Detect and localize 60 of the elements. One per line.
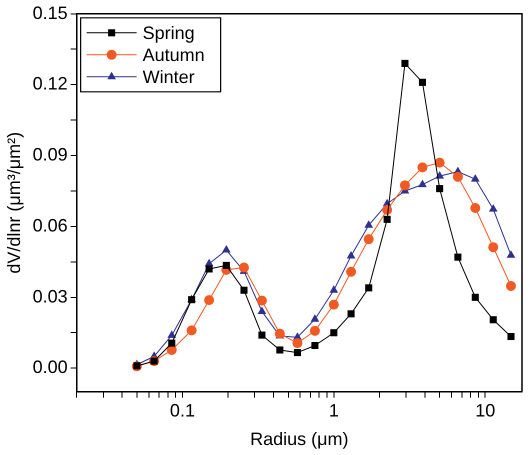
point	[506, 250, 516, 258]
point	[258, 306, 266, 314]
point	[488, 204, 498, 212]
point	[384, 216, 391, 223]
point	[470, 203, 480, 213]
point	[167, 330, 176, 338]
point	[311, 342, 318, 350]
point	[346, 250, 356, 258]
point	[488, 242, 498, 252]
point	[452, 172, 463, 182]
y-tick-label: 0.09	[32, 144, 68, 165]
point	[490, 316, 497, 324]
point	[401, 60, 408, 67]
point	[292, 338, 302, 348]
point	[472, 294, 479, 301]
x-axis-title: Radius (μm)	[250, 429, 349, 450]
point	[186, 325, 197, 336]
point	[365, 284, 372, 292]
point	[470, 174, 480, 182]
legend-label: Spring	[142, 22, 195, 43]
y-axis-title: dV/dlnr (μm³/μm²)	[4, 132, 24, 274]
point	[204, 295, 214, 306]
y-tick-label: 0.12	[32, 74, 68, 94]
point	[294, 349, 301, 356]
legend-label: Winter	[142, 66, 195, 87]
point	[364, 234, 374, 244]
point	[436, 185, 444, 192]
point	[506, 280, 516, 291]
point	[258, 332, 266, 339]
y-tick-label: 0.03	[32, 286, 68, 306]
x-tick-label: 1	[328, 400, 339, 421]
point	[168, 340, 176, 347]
point	[256, 296, 267, 306]
y-tick-label: 0.00	[32, 357, 68, 378]
point	[434, 158, 445, 168]
point	[507, 332, 515, 340]
point	[206, 265, 213, 272]
point	[240, 286, 248, 294]
point	[310, 314, 320, 322]
point	[418, 180, 427, 188]
point	[364, 220, 374, 228]
point	[348, 310, 355, 318]
point	[330, 329, 338, 336]
point	[329, 285, 338, 293]
point	[222, 262, 230, 269]
x-tick-label: 0.1	[170, 400, 195, 421]
point	[400, 180, 410, 190]
point	[346, 266, 356, 277]
point	[238, 262, 249, 273]
y-tick-label: 0.15	[32, 2, 68, 23]
point	[418, 78, 426, 86]
x-tick-label: 10	[475, 400, 496, 421]
point	[454, 254, 462, 261]
point	[417, 162, 428, 172]
point	[276, 346, 284, 354]
y-tick-label: 0.06	[32, 215, 68, 236]
point	[310, 326, 320, 336]
point	[222, 245, 231, 253]
legend-label: Autumn	[142, 44, 205, 65]
point	[328, 300, 339, 310]
